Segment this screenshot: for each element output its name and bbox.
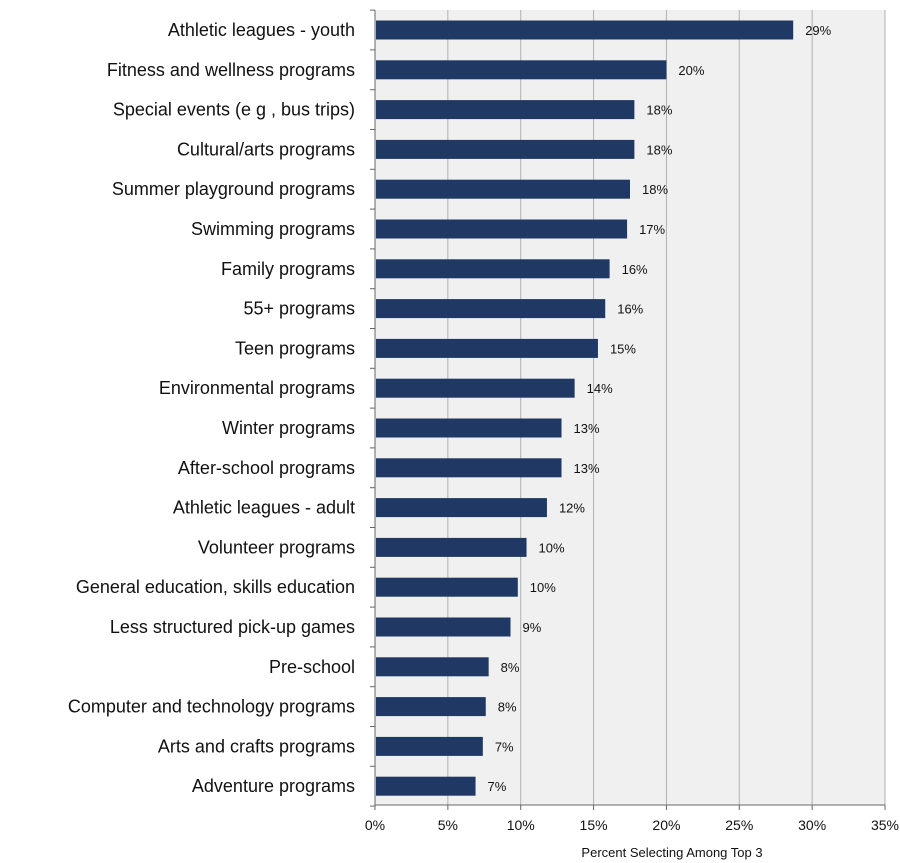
data-label: 8%: [501, 660, 520, 675]
data-label: 12%: [559, 501, 585, 516]
data-label: 10%: [539, 540, 565, 555]
category-label: Special events (e g , bus trips): [113, 100, 355, 120]
bar: [376, 259, 610, 279]
data-label: 13%: [574, 421, 600, 436]
category-label: Less structured pick-up games: [110, 617, 355, 637]
bar: [376, 378, 575, 398]
plot-area: [375, 10, 885, 805]
bar: [376, 776, 476, 796]
data-label: 17%: [639, 222, 665, 237]
category-label: Summer playground programs: [112, 179, 355, 199]
category-label: Arts and crafts programs: [158, 736, 355, 756]
data-label: 7%: [488, 779, 507, 794]
category-label: Fitness and wellness programs: [107, 60, 355, 80]
x-tick-label: 10%: [507, 817, 535, 833]
category-label: Athletic leagues - adult: [173, 498, 355, 518]
bar: [376, 219, 628, 239]
bar: [376, 60, 667, 80]
bar: [376, 418, 562, 438]
data-label: 18%: [646, 142, 672, 157]
bar: [376, 657, 489, 677]
bar: [376, 299, 606, 319]
data-label: 7%: [495, 739, 514, 754]
category-label: Teen programs: [235, 338, 355, 358]
bar: [376, 139, 635, 159]
category-label: Adventure programs: [192, 776, 355, 796]
x-tick-label: 15%: [580, 817, 608, 833]
category-label: General education, skills education: [76, 577, 355, 597]
category-label: Family programs: [221, 259, 355, 279]
data-label: 13%: [574, 461, 600, 476]
bar: [376, 100, 635, 120]
bar: [376, 537, 527, 557]
category-label: Swimming programs: [191, 219, 355, 239]
data-label: 16%: [617, 302, 643, 317]
category-label: Environmental programs: [159, 378, 355, 398]
data-label: 15%: [610, 341, 636, 356]
data-label: 14%: [587, 381, 613, 396]
data-label: 20%: [678, 63, 704, 78]
bar: [376, 498, 547, 518]
category-label: 55+ programs: [243, 299, 355, 319]
data-label: 18%: [646, 103, 672, 118]
data-label: 9%: [523, 620, 542, 635]
bar: [376, 338, 598, 358]
bar: [376, 458, 562, 478]
category-label: Volunteer programs: [198, 537, 355, 557]
bar: [376, 617, 511, 637]
category-label: Computer and technology programs: [68, 697, 355, 717]
bar: [376, 20, 794, 40]
x-tick-label: 0%: [365, 817, 385, 833]
x-axis-title: Percent Selecting Among Top 3: [581, 845, 762, 860]
x-tick-label: 20%: [652, 817, 680, 833]
category-label: After-school programs: [178, 458, 355, 478]
data-label: 29%: [805, 23, 831, 38]
data-label: 16%: [622, 262, 648, 277]
bar: [376, 697, 486, 717]
x-tick-label: 25%: [725, 817, 753, 833]
data-label: 8%: [498, 700, 517, 715]
bar: [376, 577, 518, 597]
bar: [376, 736, 483, 756]
bar: [376, 179, 630, 199]
data-label: 18%: [642, 182, 668, 197]
data-label: 10%: [530, 580, 556, 595]
x-tick-label: 30%: [798, 817, 826, 833]
category-label: Winter programs: [222, 418, 355, 438]
x-tick-label: 5%: [438, 817, 458, 833]
category-label: Pre-school: [269, 657, 355, 677]
category-label: Cultural/arts programs: [177, 139, 355, 159]
x-tick-label: 35%: [871, 817, 899, 833]
category-label: Athletic leagues - youth: [168, 20, 355, 40]
